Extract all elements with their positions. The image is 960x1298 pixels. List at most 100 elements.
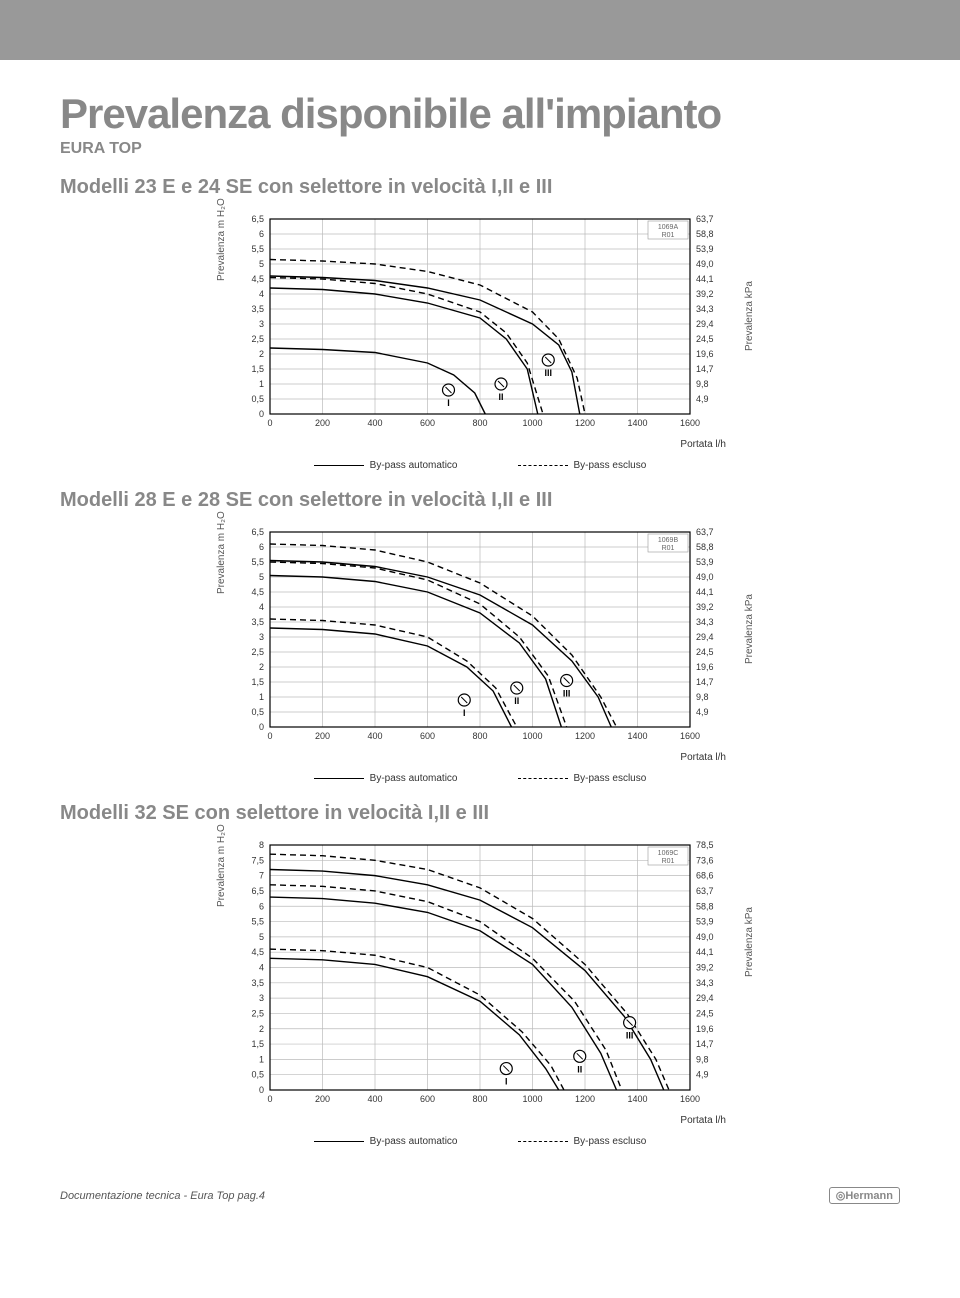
charts-container: Modelli 23 E e 24 SE con selettore in ve… bbox=[60, 176, 900, 1147]
svg-text:49,0: 49,0 bbox=[696, 932, 714, 942]
legend-excl: By-pass escluso bbox=[518, 773, 647, 784]
y-axis-left-label: Prevalenza m H₂O bbox=[216, 198, 227, 281]
svg-text:5,5: 5,5 bbox=[251, 244, 264, 254]
svg-text:400: 400 bbox=[367, 1094, 382, 1104]
svg-text:4,9: 4,9 bbox=[696, 394, 709, 404]
svg-text:58,8: 58,8 bbox=[696, 901, 714, 911]
legend-auto: By-pass automatico bbox=[314, 773, 458, 784]
svg-text:5: 5 bbox=[259, 259, 264, 269]
svg-text:R01: R01 bbox=[662, 858, 675, 865]
y-axis-right-label: Prevalenza kPa bbox=[744, 281, 755, 351]
svg-text:1200: 1200 bbox=[575, 1094, 595, 1104]
svg-text:800: 800 bbox=[472, 1094, 487, 1104]
svg-text:14,7: 14,7 bbox=[696, 364, 714, 374]
chart-box: Prevalenza m H₂O Prevalenza kPa 02004006… bbox=[230, 211, 730, 471]
svg-text:8: 8 bbox=[259, 840, 264, 850]
svg-text:3: 3 bbox=[259, 993, 264, 1003]
svg-text:14,7: 14,7 bbox=[696, 1039, 714, 1049]
svg-text:II: II bbox=[498, 392, 503, 402]
svg-text:63,7: 63,7 bbox=[696, 214, 714, 224]
svg-text:6: 6 bbox=[259, 542, 264, 552]
svg-text:9,8: 9,8 bbox=[696, 379, 709, 389]
svg-text:I: I bbox=[447, 398, 450, 408]
svg-text:4,9: 4,9 bbox=[696, 1070, 709, 1080]
svg-text:1: 1 bbox=[259, 379, 264, 389]
svg-text:58,8: 58,8 bbox=[696, 542, 714, 552]
svg-text:II: II bbox=[577, 1064, 582, 1074]
svg-text:III: III bbox=[544, 368, 552, 378]
svg-text:1600: 1600 bbox=[680, 731, 700, 741]
svg-text:29,4: 29,4 bbox=[696, 319, 714, 329]
svg-text:53,9: 53,9 bbox=[696, 557, 714, 567]
chart-svg: 0200400600800100012001400160000,511,522,… bbox=[230, 524, 730, 745]
svg-text:0: 0 bbox=[259, 409, 264, 419]
chart-box: Prevalenza m H₂O Prevalenza kPa 02004006… bbox=[230, 837, 730, 1147]
svg-text:7,5: 7,5 bbox=[251, 855, 264, 865]
svg-text:1200: 1200 bbox=[575, 418, 595, 428]
svg-text:7: 7 bbox=[259, 871, 264, 881]
svg-text:1,5: 1,5 bbox=[251, 364, 264, 374]
svg-text:58,8: 58,8 bbox=[696, 229, 714, 239]
svg-text:2: 2 bbox=[259, 349, 264, 359]
svg-text:1: 1 bbox=[259, 1054, 264, 1064]
svg-text:1,5: 1,5 bbox=[251, 677, 264, 687]
svg-text:44,1: 44,1 bbox=[696, 274, 714, 284]
chart-svg: 0200400600800100012001400160000,511,522,… bbox=[230, 211, 730, 432]
svg-text:0: 0 bbox=[267, 1094, 272, 1104]
svg-text:0: 0 bbox=[259, 722, 264, 732]
chart-legend: By-pass automatico By-pass escluso bbox=[230, 460, 730, 471]
svg-text:19,6: 19,6 bbox=[696, 662, 714, 672]
svg-text:1200: 1200 bbox=[575, 731, 595, 741]
svg-text:34,3: 34,3 bbox=[696, 617, 714, 627]
y-axis-right-label: Prevalenza kPa bbox=[744, 907, 755, 977]
svg-text:I: I bbox=[463, 708, 466, 718]
svg-text:4: 4 bbox=[259, 602, 264, 612]
svg-text:39,2: 39,2 bbox=[696, 602, 714, 612]
svg-text:63,7: 63,7 bbox=[696, 886, 714, 896]
svg-text:R01: R01 bbox=[662, 232, 675, 239]
legend-excl: By-pass escluso bbox=[518, 1136, 647, 1147]
svg-text:44,1: 44,1 bbox=[696, 587, 714, 597]
chart-heading: Modelli 28 E e 28 SE con selettore in ve… bbox=[60, 489, 900, 512]
svg-text:200: 200 bbox=[315, 1094, 330, 1104]
chart-wrap: Prevalenza m H₂O Prevalenza kPa 02004006… bbox=[60, 837, 900, 1147]
svg-text:1600: 1600 bbox=[680, 418, 700, 428]
svg-text:6: 6 bbox=[259, 229, 264, 239]
svg-text:1600: 1600 bbox=[680, 1094, 700, 1104]
y-axis-right-label: Prevalenza kPa bbox=[744, 594, 755, 664]
chart-box: Prevalenza m H₂O Prevalenza kPa 02004006… bbox=[230, 524, 730, 784]
svg-text:29,4: 29,4 bbox=[696, 632, 714, 642]
svg-text:2,5: 2,5 bbox=[251, 334, 264, 344]
svg-text:34,3: 34,3 bbox=[696, 304, 714, 314]
svg-text:44,1: 44,1 bbox=[696, 947, 714, 957]
chart-svg: 0200400600800100012001400160000,511,522,… bbox=[230, 837, 730, 1108]
header-bar bbox=[0, 0, 960, 60]
svg-text:73,6: 73,6 bbox=[696, 855, 714, 865]
svg-text:6,5: 6,5 bbox=[251, 527, 264, 537]
svg-text:4,5: 4,5 bbox=[251, 274, 264, 284]
svg-text:200: 200 bbox=[315, 731, 330, 741]
svg-text:24,5: 24,5 bbox=[696, 1008, 714, 1018]
y-axis-left-label: Prevalenza m H₂O bbox=[216, 511, 227, 594]
svg-text:4,5: 4,5 bbox=[251, 587, 264, 597]
footer-text: Documentazione tecnica - Eura Top pag.4 bbox=[60, 1190, 265, 1202]
chart-wrap: Prevalenza m H₂O Prevalenza kPa 02004006… bbox=[60, 211, 900, 471]
svg-text:39,2: 39,2 bbox=[696, 963, 714, 973]
svg-text:24,5: 24,5 bbox=[696, 334, 714, 344]
svg-text:1000: 1000 bbox=[522, 1094, 542, 1104]
svg-text:0: 0 bbox=[267, 418, 272, 428]
svg-text:1400: 1400 bbox=[627, 731, 647, 741]
svg-text:1: 1 bbox=[259, 692, 264, 702]
svg-text:4: 4 bbox=[259, 963, 264, 973]
svg-text:400: 400 bbox=[367, 731, 382, 741]
svg-text:6,5: 6,5 bbox=[251, 214, 264, 224]
svg-text:2,5: 2,5 bbox=[251, 647, 264, 657]
svg-text:1000: 1000 bbox=[522, 731, 542, 741]
svg-text:1069B: 1069B bbox=[658, 537, 679, 544]
svg-text:53,9: 53,9 bbox=[696, 244, 714, 254]
svg-text:78,5: 78,5 bbox=[696, 840, 714, 850]
svg-text:2: 2 bbox=[259, 662, 264, 672]
svg-text:24,5: 24,5 bbox=[696, 647, 714, 657]
svg-text:1400: 1400 bbox=[627, 1094, 647, 1104]
page-footer: Documentazione tecnica - Eura Top pag.4 … bbox=[0, 1177, 960, 1214]
